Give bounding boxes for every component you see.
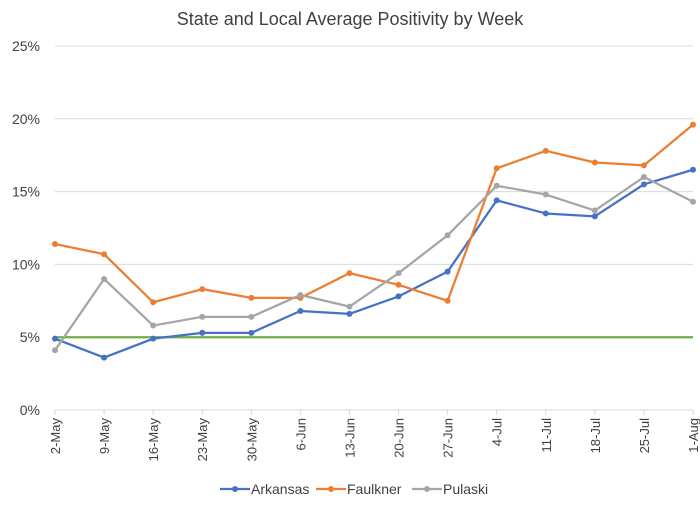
data-point <box>395 281 402 288</box>
gridlines <box>55 45 693 338</box>
data-point <box>640 162 647 169</box>
legend-label: Pulaski <box>443 481 488 497</box>
data-point <box>591 207 598 214</box>
data-point <box>690 198 696 205</box>
data-point <box>150 335 157 342</box>
data-point <box>199 313 206 320</box>
data-point <box>248 329 255 336</box>
x-tick-label: 27-Jun <box>441 418 456 458</box>
data-point <box>346 310 353 317</box>
y-tick-label: 10% <box>12 256 40 272</box>
x-tick-label: 13-Jun <box>342 418 357 458</box>
data-point <box>591 213 598 220</box>
x-tick-label: 23-May <box>195 418 210 462</box>
data-point <box>542 191 549 198</box>
data-point <box>444 232 451 239</box>
data-point <box>199 329 206 336</box>
series-line <box>54 168 694 359</box>
data-point <box>199 286 206 293</box>
series-line <box>54 123 694 304</box>
data-point <box>395 293 402 300</box>
data-point <box>248 294 255 301</box>
data-point <box>248 313 255 320</box>
data-point <box>493 165 500 172</box>
x-tick-label: 30-May <box>244 418 259 462</box>
data-point <box>297 291 304 298</box>
legend-label: Faulkner <box>347 481 402 497</box>
data-point <box>690 166 696 173</box>
data-point <box>297 307 304 314</box>
x-tick-label: 11-Jul <box>539 418 554 453</box>
data-point <box>52 335 58 342</box>
x-axis-ticks: 2-May 9-May 16-May 23-May 30-May 6-Jun 13-Jun 2… <box>48 418 700 462</box>
legend-item-pulaski: Pulaski <box>412 481 488 497</box>
data-point <box>150 322 157 329</box>
x-tick-label: 16-May <box>146 418 161 462</box>
data-point <box>690 121 696 128</box>
data-point <box>150 299 157 306</box>
data-point <box>542 210 549 217</box>
y-tick-label: 20% <box>12 111 40 127</box>
data-point <box>101 251 108 258</box>
data-point <box>493 197 500 204</box>
y-axis-ticks: 0% 5% 10% 15% 20% 25% <box>12 38 40 418</box>
legend-swatch-marker <box>424 486 430 492</box>
y-tick-label: 5% <box>20 329 40 345</box>
legend-swatch-marker <box>328 486 334 492</box>
data-point <box>640 174 647 181</box>
data-point <box>101 354 108 361</box>
x-tick-label: 2-May <box>48 418 63 455</box>
y-tick-label: 15% <box>12 184 40 200</box>
data-point <box>346 303 353 310</box>
series-faulkner <box>52 121 696 306</box>
x-tick-label: 4-Jul <box>490 418 505 446</box>
series-pulaski <box>52 174 696 354</box>
data-point <box>444 268 451 275</box>
x-tick-label: 18-Jul <box>588 418 603 454</box>
y-tick-label: 0% <box>20 402 40 418</box>
legend-item-faulkner: Faulkner <box>316 481 402 497</box>
data-point <box>591 159 598 166</box>
y-tick-label: 25% <box>12 38 40 54</box>
data-point <box>346 270 353 277</box>
legend-label: Arkansas <box>251 481 309 497</box>
legend-item-arkansas: Arkansas <box>220 481 309 497</box>
legend-swatch-marker <box>232 486 238 492</box>
data-point <box>542 147 549 154</box>
x-tick-label: 9-May <box>97 418 112 455</box>
data-point <box>493 182 500 189</box>
data-point <box>52 241 58 248</box>
series-line <box>54 175 694 351</box>
x-tick-label: 6-Jun <box>293 418 308 451</box>
x-tick-label: 25-Jul <box>637 418 652 454</box>
x-tick-label: 1-Aug <box>686 418 700 453</box>
series-arkansas <box>52 166 696 361</box>
series-group <box>52 121 696 361</box>
data-point <box>52 347 58 354</box>
data-point <box>640 181 647 188</box>
data-point <box>395 270 402 277</box>
data-point <box>444 297 451 304</box>
legend: Arkansas Faulkner Pulaski <box>220 481 488 497</box>
data-point <box>101 275 108 282</box>
x-tick-label: 20-Jun <box>392 418 407 458</box>
axes <box>54 409 694 415</box>
chart-title: State and Local Average Positivity by We… <box>177 9 525 29</box>
